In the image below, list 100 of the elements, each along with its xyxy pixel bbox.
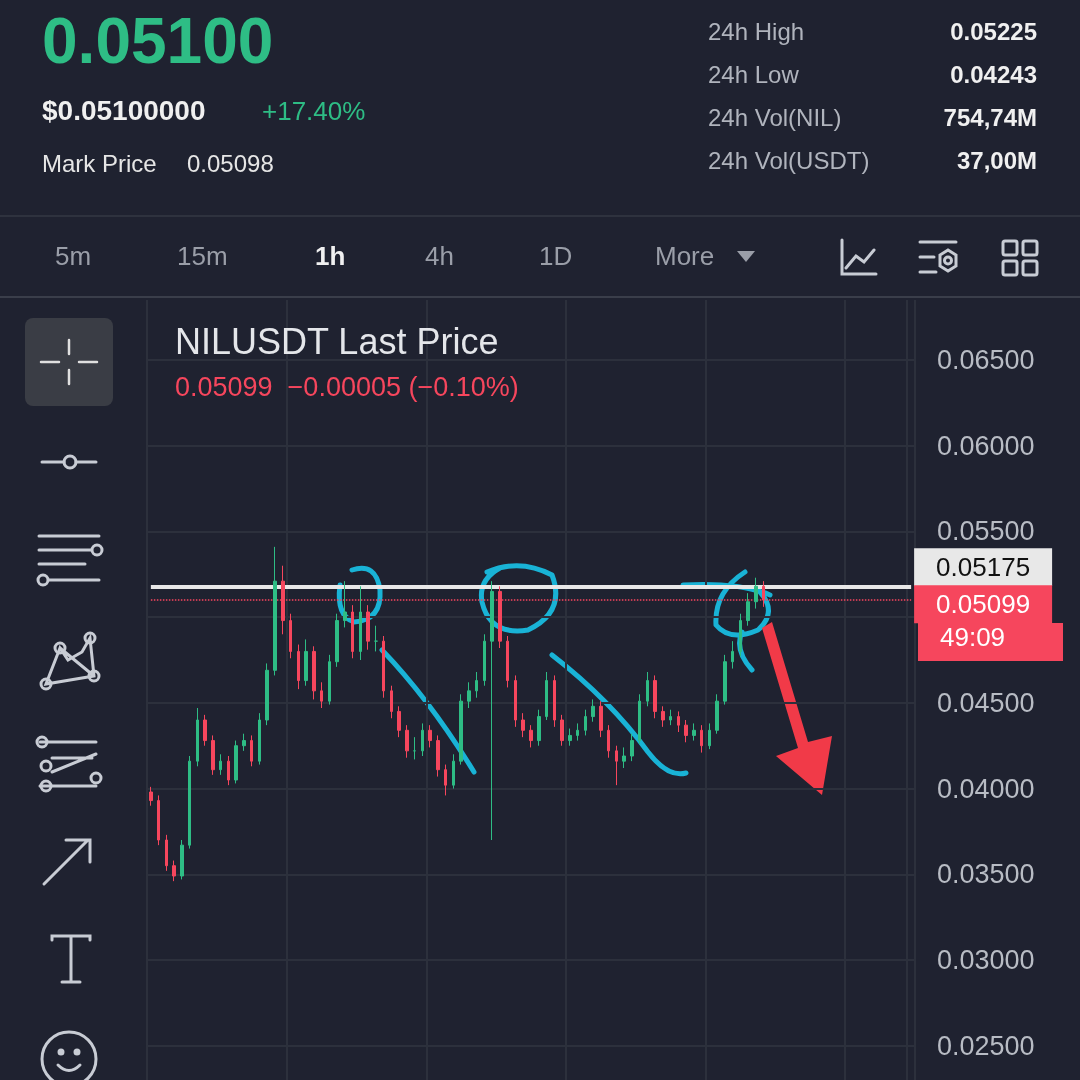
candlestick [165, 834, 168, 872]
text: 5m [55, 241, 92, 272]
candlestick [739, 613, 742, 658]
text: 0.05225 [950, 18, 1037, 46]
candlestick [599, 700, 603, 738]
candlestick [157, 794, 160, 846]
candlestick [149, 786, 153, 807]
candlestick [234, 740, 238, 784]
candlestick [250, 734, 253, 767]
text: 1D [539, 241, 573, 272]
text: 24h Vol(USDT) [708, 147, 870, 175]
candlestick [421, 722, 424, 757]
y-tick-label: 0.02500 [937, 1030, 1035, 1061]
candlestick [490, 580, 494, 841]
candlestick [312, 645, 316, 700]
candlestick [297, 644, 300, 690]
y-tick-label: 0.03500 [937, 859, 1035, 890]
candlestick [436, 734, 440, 778]
candlestick [172, 860, 176, 882]
candlestick [677, 710, 680, 733]
text: 24h Low [708, 61, 799, 89]
candlestick [537, 709, 541, 747]
candlestick [382, 635, 385, 699]
candlestick [304, 638, 308, 687]
candlestick [343, 580, 347, 628]
y-tick-label: 0.04500 [937, 687, 1035, 718]
candlestick [591, 698, 595, 723]
y-tick-label: 0.03000 [937, 945, 1035, 975]
candlestick [335, 613, 339, 668]
candlestick [328, 654, 331, 706]
candlestick [273, 546, 277, 676]
candlestick [723, 654, 727, 706]
ref-line-label: 0.05099 [936, 589, 1031, 620]
text: +17.40% [262, 96, 366, 127]
candlestick [560, 714, 564, 747]
text: 0.04243 [950, 61, 1037, 89]
candlestick [475, 671, 478, 699]
candlestick [615, 745, 618, 786]
candlestick [265, 662, 269, 726]
candlestick [731, 640, 734, 670]
candlestick [196, 707, 199, 767]
candlestick [506, 635, 509, 688]
candlestick [521, 712, 525, 738]
text: 24h Vol(NIL) [708, 104, 842, 132]
candlestick [397, 705, 401, 738]
candlestick [715, 693, 719, 735]
text: More [655, 241, 715, 272]
candlestick [700, 724, 703, 754]
candlestick [203, 714, 207, 747]
text: 0.05100 [42, 5, 274, 79]
candlestick [428, 724, 432, 748]
candlestick [684, 719, 688, 743]
candlestick [390, 685, 393, 719]
candlestick [180, 839, 184, 880]
text: 49:09 [918, 622, 1063, 661]
candlestick [576, 722, 579, 742]
text: 754,74M [943, 104, 1037, 132]
candlestick [320, 681, 323, 709]
candlestick [289, 613, 292, 659]
candlestick [692, 722, 696, 742]
candlestick [746, 592, 750, 627]
candlestick [467, 681, 471, 709]
text: 24h High [708, 18, 805, 46]
y-tick-label: 0.05500 [937, 516, 1035, 547]
candlestick [607, 724, 610, 759]
candlestick [545, 671, 548, 721]
candlestick [584, 709, 587, 736]
candlestick [366, 604, 370, 651]
candlestick [669, 709, 672, 726]
candlestick [374, 625, 378, 652]
text: NILUSDT Last Price [175, 320, 499, 362]
text: 0.05099 −0.00005 (−0.10%) [175, 371, 519, 402]
candlestick [227, 755, 230, 786]
text: 15m [177, 241, 228, 272]
candlestick [514, 674, 517, 728]
candlestick [452, 753, 455, 790]
candlestick [242, 733, 246, 752]
candlestick [630, 733, 634, 762]
y-tick-label: 0.06500 [937, 345, 1035, 375]
candlestick [258, 712, 261, 766]
candlestick [646, 671, 649, 707]
candlestick [359, 585, 362, 661]
text: 37,00M [956, 147, 1037, 175]
candlestick [553, 674, 556, 728]
candlestick [413, 736, 416, 760]
candlestick [653, 674, 657, 719]
candlestick [211, 734, 215, 776]
candlestick [483, 633, 486, 687]
y-tick-label: 0.06000 [937, 430, 1035, 461]
text: 0.05098 [187, 150, 274, 178]
text: 4h [425, 241, 454, 272]
text: Mark Price [42, 150, 157, 178]
candlestick [638, 693, 641, 745]
candlestick [219, 753, 222, 776]
y-tick-label: 0.04000 [937, 773, 1035, 804]
candlestick [622, 746, 626, 769]
candlestick [405, 724, 409, 759]
candlestick [661, 705, 665, 728]
text: $0.05100000 [42, 95, 206, 128]
candlestick [754, 577, 758, 610]
